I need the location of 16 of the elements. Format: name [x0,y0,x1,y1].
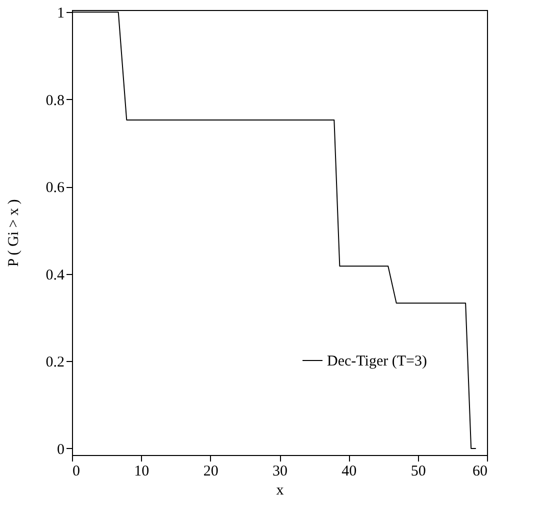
x-tick-label: 10 [134,464,150,480]
y-tick-label: 0.4 [46,267,65,284]
x-tick-label: 30 [272,464,288,480]
legend-label: Dec-Tiger (T=3) [327,354,427,370]
y-axis-title: P ( Gi > x ) [6,199,22,267]
x-tick-label: 0 [72,464,80,480]
x-axis-title: x [276,482,284,498]
y-tick-label: 0 [57,442,64,458]
x-tick-label: 50 [410,464,426,480]
x-tick-label: 40 [342,464,357,480]
y-tick-label: 0.6 [46,180,65,196]
y-tick-label: 0.8 [46,92,64,109]
x-tick-label: 60 [472,464,488,480]
y-tick-label: 0.2 [46,354,64,371]
y-tick-label: 1 [57,6,64,22]
x-tick-label: 20 [203,464,218,480]
